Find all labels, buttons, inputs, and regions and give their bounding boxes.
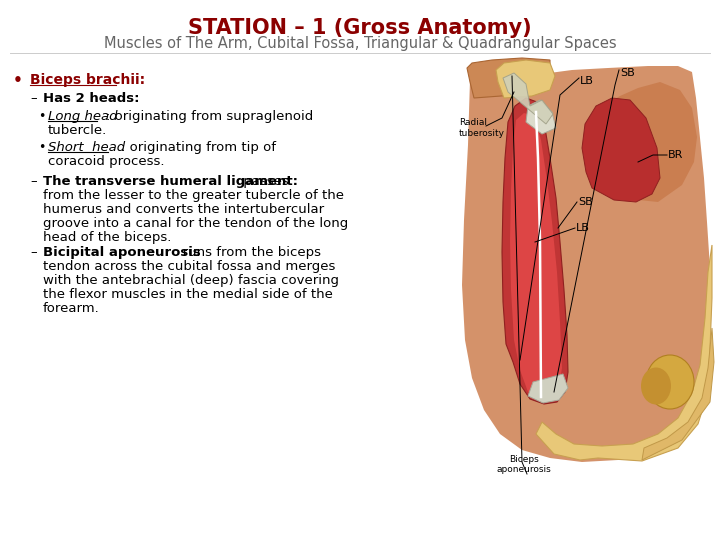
Text: SB: SB: [578, 197, 593, 207]
Text: •: •: [38, 110, 45, 123]
Text: : originating from supraglenoid: : originating from supraglenoid: [106, 110, 313, 123]
Text: from the lesser to the greater tubercle of the: from the lesser to the greater tubercle …: [43, 189, 344, 202]
Text: the flexor muscles in the medial side of the: the flexor muscles in the medial side of…: [43, 288, 333, 301]
Text: tubercle.: tubercle.: [48, 124, 107, 137]
Polygon shape: [642, 328, 714, 460]
Ellipse shape: [646, 355, 694, 409]
Text: head of the biceps.: head of the biceps.: [43, 231, 171, 244]
Text: : runs from the biceps: : runs from the biceps: [174, 246, 321, 259]
Text: Radial
tuberosity: Radial tuberosity: [459, 118, 505, 138]
Text: forearm.: forearm.: [43, 302, 100, 315]
Text: LB: LB: [580, 76, 594, 86]
Text: : originating from tip of: : originating from tip of: [121, 141, 276, 154]
Text: •: •: [13, 73, 23, 88]
Text: Muscles of The Arm, Cubital Fossa, Triangular & Quadrangular Spaces: Muscles of The Arm, Cubital Fossa, Trian…: [104, 36, 616, 51]
Text: LB: LB: [576, 223, 590, 233]
Text: Bicipital aponeurosis: Bicipital aponeurosis: [43, 246, 201, 259]
Polygon shape: [526, 100, 556, 134]
Text: •: •: [38, 141, 45, 154]
Polygon shape: [536, 245, 712, 461]
Ellipse shape: [641, 368, 671, 404]
Text: humerus and converts the intertubercular: humerus and converts the intertubercular: [43, 203, 324, 216]
Polygon shape: [496, 60, 555, 98]
Text: –: –: [30, 246, 37, 259]
Polygon shape: [462, 66, 710, 462]
Text: tendon across the cubital fossa and merges: tendon across the cubital fossa and merg…: [43, 260, 336, 273]
Text: –: –: [30, 92, 37, 105]
Text: BR: BR: [668, 150, 683, 160]
Polygon shape: [503, 73, 553, 124]
Text: Short  head: Short head: [48, 141, 125, 154]
Text: groove into a canal for the tendon of the long: groove into a canal for the tendon of th…: [43, 217, 348, 230]
Polygon shape: [502, 98, 568, 404]
Polygon shape: [582, 98, 660, 202]
Text: SB: SB: [620, 68, 635, 78]
Text: –: –: [30, 175, 37, 188]
Text: STATION – 1 (Gross Anatomy): STATION – 1 (Gross Anatomy): [188, 18, 532, 38]
Text: Biceps brachii:: Biceps brachii:: [30, 73, 145, 87]
Text: coracoid process.: coracoid process.: [48, 155, 164, 168]
Text: with the antebrachial (deep) fascia covering: with the antebrachial (deep) fascia cove…: [43, 274, 339, 287]
Text: The transverse humeral ligament:: The transverse humeral ligament:: [43, 175, 298, 188]
Text: passes: passes: [239, 175, 289, 188]
Polygon shape: [528, 374, 568, 403]
Text: Biceps
aponeurosis: Biceps aponeurosis: [497, 455, 552, 474]
Polygon shape: [588, 82, 697, 202]
Polygon shape: [467, 58, 550, 98]
Text: Has 2 heads:: Has 2 heads:: [43, 92, 140, 105]
Text: Long head: Long head: [48, 110, 117, 123]
Polygon shape: [510, 113, 562, 398]
Bar: [455, 60, 713, 482]
